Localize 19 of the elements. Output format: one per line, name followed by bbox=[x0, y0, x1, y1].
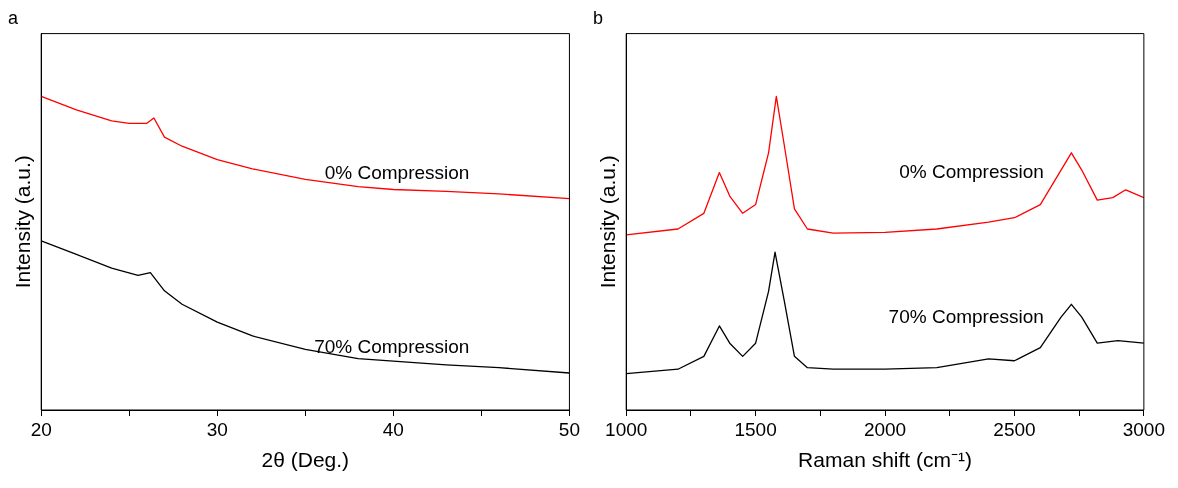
x-tick-label: 1000 bbox=[605, 418, 648, 440]
chart-title: b bbox=[593, 7, 604, 28]
x-tick-label: 3000 bbox=[1122, 418, 1166, 440]
series-label: 70% Compression bbox=[314, 335, 470, 357]
x-tick-label: 40 bbox=[382, 418, 404, 440]
x-axis-title: Raman shift (cm⁻¹) bbox=[798, 448, 972, 472]
x-tick-label: 2500 bbox=[993, 418, 1036, 440]
series-label: 70% Compression bbox=[888, 306, 1044, 328]
series-label: 0% Compression bbox=[324, 161, 470, 183]
x-tick-label: 50 bbox=[558, 418, 580, 440]
x-axis-title: 2θ (Deg.) bbox=[261, 448, 350, 472]
x-tick-label: 2000 bbox=[863, 418, 907, 440]
y-axis-title: Intensity (a.u.) bbox=[596, 155, 620, 289]
chart-title: a bbox=[8, 7, 19, 28]
x-tick-label: 1500 bbox=[734, 418, 777, 440]
series-label: 0% Compression bbox=[899, 160, 1044, 182]
y-axis-title: Intensity (a.u.) bbox=[11, 155, 35, 289]
x-tick-label: 20 bbox=[30, 418, 52, 440]
x-tick-label: 30 bbox=[206, 418, 228, 440]
